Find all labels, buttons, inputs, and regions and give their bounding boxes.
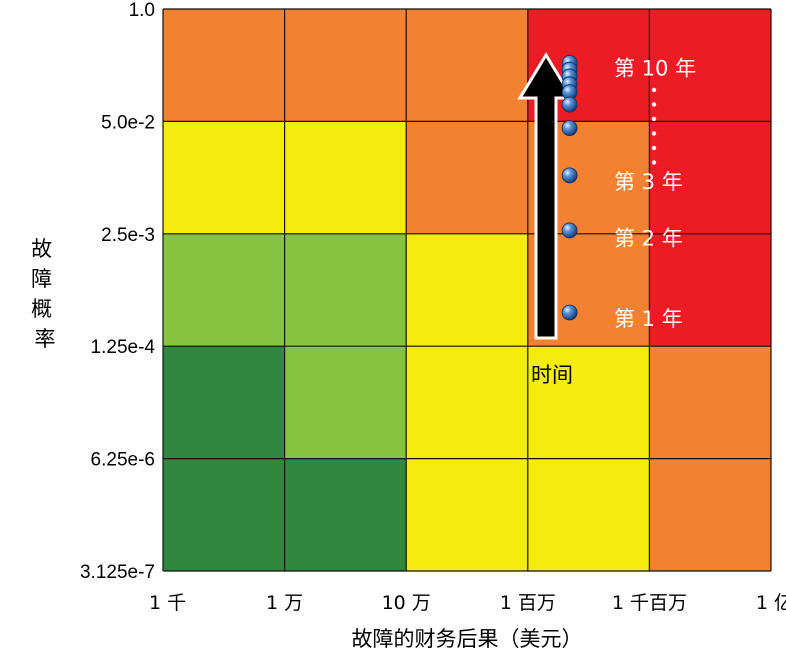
x-tick-label: 1 万 xyxy=(266,592,303,614)
x-tick-label: 1 千 xyxy=(149,592,186,614)
heatmap-cell xyxy=(649,346,772,460)
trend-dot xyxy=(651,116,657,122)
heatmap-cell xyxy=(649,458,772,572)
year-label: 第 3 年 xyxy=(614,170,683,194)
x-tick-label: 1 千百万 xyxy=(612,592,687,614)
x-axis-ticks: 1 千 1 万 10 万 1 百万 1 千百万 1 亿 xyxy=(149,592,786,614)
heatmap-cells xyxy=(163,9,772,572)
trend-dot xyxy=(651,102,657,107)
heatmap-cell xyxy=(284,233,407,347)
y-axis-title-char: 概 xyxy=(31,297,52,321)
time-label: 时间 xyxy=(531,363,573,387)
y-tick-label: 5.0e-2 xyxy=(101,112,155,133)
year-marker xyxy=(561,167,578,184)
year-label: 第 2 年 xyxy=(614,226,683,250)
heatmap-cell xyxy=(284,346,407,460)
y-axis-ticks: 1.0 5.0e-2 2.5e-3 1.25e-4 6.25e-6 3.125e-7 xyxy=(80,0,155,583)
year-marker xyxy=(561,304,578,321)
x-tick-label: 1 亿 xyxy=(756,592,786,614)
heatmap-cell xyxy=(163,458,286,572)
heatmap-cell xyxy=(649,9,772,122)
heatmap-cell xyxy=(284,9,407,122)
heatmap-cell xyxy=(649,233,772,347)
y-axis-title: 故 障 概 率 xyxy=(31,237,59,351)
y-tick-label: 3.125e-7 xyxy=(80,562,155,583)
trend-dot xyxy=(651,145,657,151)
year-labels: 第 10 年第 3 年第 2 年第 1 年 xyxy=(614,57,696,332)
y-tick-label: 2.5e-3 xyxy=(101,225,155,246)
year-marker xyxy=(561,96,578,113)
y-tick-label: 1.25e-4 xyxy=(91,337,156,358)
year-label: 第 10 年 xyxy=(614,57,696,81)
trend-dots xyxy=(651,87,657,165)
heatmap-cell xyxy=(649,121,772,235)
heatmap-cell xyxy=(527,346,650,460)
y-tick-label: 1.0 xyxy=(129,0,155,21)
heatmap-cell xyxy=(284,121,407,235)
heatmap-cell xyxy=(527,458,650,572)
heatmap-cell xyxy=(163,233,286,347)
y-tick-label: 6.25e-6 xyxy=(91,450,155,471)
year-label: 第 1 年 xyxy=(614,307,683,331)
heatmap-cell xyxy=(163,9,286,122)
x-tick-label: 10 万 xyxy=(382,592,431,614)
y-axis-title-char: 率 xyxy=(35,327,56,351)
x-tick-label: 1 百万 xyxy=(500,592,556,614)
heatmap-cell xyxy=(163,346,286,460)
y-axis-title-char: 故 xyxy=(31,237,52,261)
heatmap-grid xyxy=(162,8,772,572)
heatmap-cell xyxy=(406,121,529,235)
heatmap-cell xyxy=(406,346,529,460)
trend-dot xyxy=(651,160,657,165)
heatmap-cell xyxy=(284,458,407,572)
y-axis-title-char: 障 xyxy=(31,267,52,291)
heatmap-cell xyxy=(406,458,529,572)
year-markers xyxy=(561,55,578,321)
heatmap-cell xyxy=(406,9,529,122)
heatmap-cell xyxy=(406,233,529,347)
year-marker xyxy=(561,222,578,239)
heatmap-cell xyxy=(163,121,286,235)
trend-dot xyxy=(651,87,657,93)
trend-dot xyxy=(651,131,657,136)
x-axis-title: 故障的财务后果（美元） xyxy=(352,627,583,651)
year-marker xyxy=(561,120,578,137)
